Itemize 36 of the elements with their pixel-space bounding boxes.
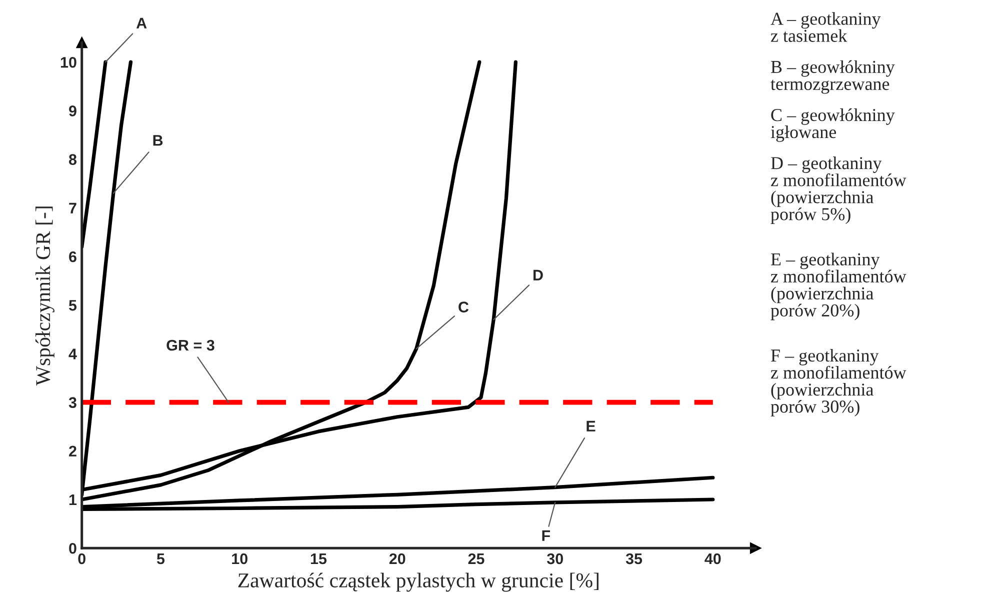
ref-line-label: GR = 3 [166,340,214,351]
line-series [82,60,108,249]
x-tick-label: 30 [546,553,563,564]
x-tick-label: 15 [310,554,327,564]
x-tick-label: 25 [468,553,484,564]
y-tick-label: 4 [68,348,77,360]
text: B [153,135,163,146]
text: F – geotkaniny z monofilamentów (powierzchnia porów 30%) [770,348,906,416]
series-label: C [458,302,469,312]
text: E – geotkaniny z monofilamentów (powierzchnia porów 20%) [770,252,906,320]
y-tick-label: 0 [69,542,76,554]
y-tick-label: 6 [69,251,76,262]
y-tick-label: 5 [68,300,77,311]
x-tick-label: 20 [389,553,406,564]
x-tick-label: 10 [232,553,248,564]
y-tick-label: 9 [69,106,76,116]
text: B – geowłókniny termozgrzewane [770,60,895,94]
series-label: F [542,530,550,541]
x-tick-label: 0 [78,553,86,564]
y-tick-label: 8 [68,154,77,165]
y-tick-label: 3 [68,397,76,408]
x-tick-label: 35 [626,553,642,564]
text: D [534,270,543,280]
y-tick-label: 1 [69,494,77,506]
x-tick-label: 5 [156,554,165,564]
text: A – geotkaniny z tasiemek [770,12,881,42]
text: A [136,18,147,28]
text: D – geotkaniny z monofilamentów (powierzchnia porów 5%) [770,156,906,224]
text: C – geowłókniny igłowane [770,108,895,142]
x-axis-title: Zawartość cząstek pylastych w gruncie [%] [238,572,598,592]
y-tick-label: 2 [69,446,76,456]
y-axis-title: Współczynnik GR [-] [35,206,54,386]
y-tick-label: 7 [69,202,76,214]
text: E [586,420,596,432]
x-tick-label: 40 [704,553,721,564]
y-tick-label: 10 [60,56,76,68]
